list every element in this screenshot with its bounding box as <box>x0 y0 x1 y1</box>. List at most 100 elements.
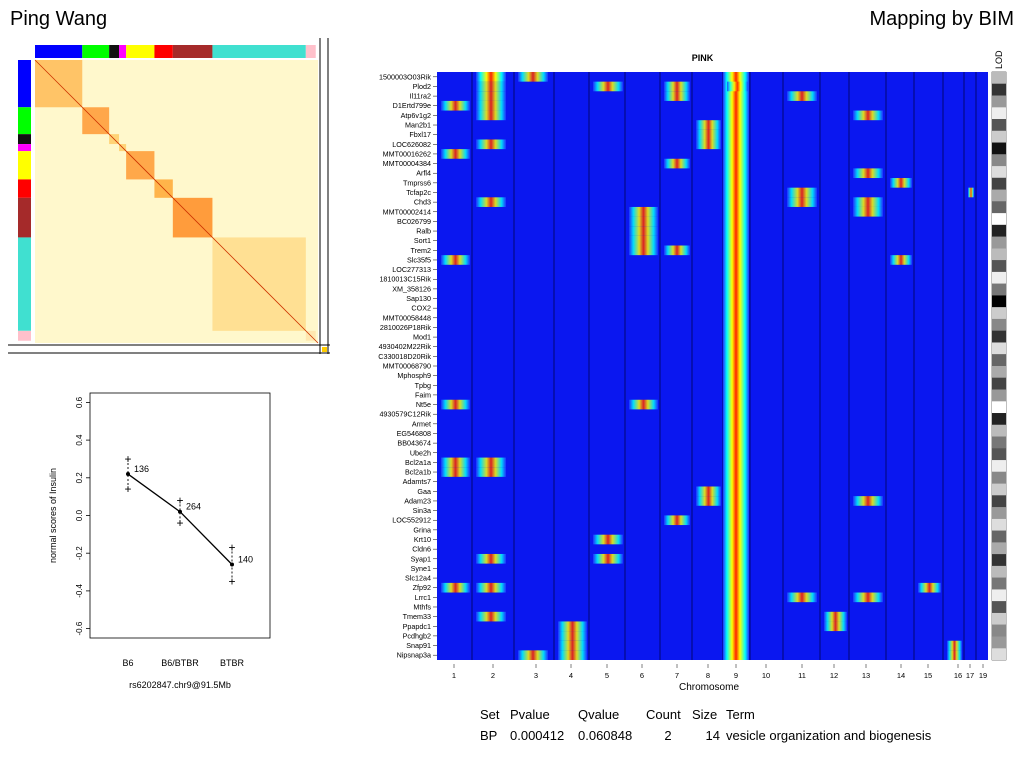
chromosome-label: 19 <box>979 671 987 680</box>
gene-label: 2810026P18Rik <box>380 323 432 332</box>
chromosome-label: 1 <box>452 671 456 680</box>
lod-hotspot <box>558 621 587 632</box>
lod-hotspot <box>441 467 470 477</box>
lod-scale-cell <box>992 189 1006 202</box>
gene-label: Krt10 <box>414 535 431 544</box>
lod-scale-cell <box>992 236 1006 249</box>
lod-hotspot <box>696 496 721 506</box>
lod-scale-cell <box>992 612 1006 625</box>
chromosome-label: 9 <box>734 671 738 680</box>
lod-scale-cell <box>992 318 1006 331</box>
go-cell-pvalue: 0.000412 <box>510 728 565 743</box>
lod-scale-cell <box>992 142 1006 155</box>
gene-label: Chd3 <box>414 198 431 207</box>
gene-label: MMT00002414 <box>383 207 431 216</box>
module-color-bar-top <box>82 45 110 58</box>
lod-scale-cell <box>992 648 1006 660</box>
go-col-term: Term <box>726 707 755 722</box>
module-color-bar-left <box>18 330 31 341</box>
lod-scale-cell <box>992 636 1006 649</box>
gene-label: Adam23 <box>404 496 431 505</box>
gene-label: LOC552912 <box>392 516 431 525</box>
chromosome-label: 10 <box>762 671 770 680</box>
gene-label: Trem2 <box>411 246 432 255</box>
gene-label: MMT00004384 <box>383 159 431 168</box>
lod-scale-cell <box>992 448 1006 461</box>
gene-label: Ppapdc1 <box>403 622 431 631</box>
gene-label: Bcl2a1a <box>405 458 431 467</box>
lod-hotspot <box>947 650 962 660</box>
count-label: 140 <box>238 555 253 565</box>
lod-scale-label: LOD <box>994 50 1004 69</box>
gene-label: Bcl2a1b <box>405 468 431 477</box>
lod-hotspot <box>476 553 506 564</box>
gene-label: MMT00068790 <box>383 362 431 371</box>
gene-label: COX2 <box>411 304 431 313</box>
lod-hotspot <box>890 255 912 265</box>
genotype-dot-plot: -0.6 -0.4 -0.2 0.0 0.2 0.4 0.6 normal scores of… <box>48 392 271 690</box>
lod-scale-cell <box>992 554 1006 566</box>
lod-scale-cell <box>992 507 1006 519</box>
lod-hotspot <box>853 168 883 179</box>
gene-label: 4930402M22Rik <box>379 342 432 351</box>
module-color-bar-left <box>18 179 31 198</box>
lod-scale-cell <box>992 330 1006 343</box>
lod-hotspot <box>853 496 883 506</box>
module-color-bar-top <box>154 45 173 58</box>
lod-hotspot <box>696 120 721 130</box>
chromosome-label: 5 <box>605 671 609 680</box>
gene-label: Mod1 <box>413 333 431 342</box>
lod-scale-cell <box>992 95 1006 108</box>
gene-label: Zfp92 <box>413 583 431 592</box>
gene-label: Tmprss6 <box>403 178 431 187</box>
lod-hotspot <box>441 149 470 159</box>
lod-scale-cell <box>992 377 1006 390</box>
lod-hotspot <box>824 621 847 632</box>
lod-hotspot <box>476 582 506 593</box>
lod-hotspot <box>664 515 690 526</box>
lod-hotspot <box>664 91 690 101</box>
error-cap: + <box>228 574 235 588</box>
lod-scale-cell <box>992 295 1006 308</box>
gene-label: Lrrc1 <box>415 593 431 602</box>
lod-scale-cell <box>992 307 1006 319</box>
gene-label: Armet <box>412 419 431 428</box>
gene-label: Pcdhgb2 <box>403 631 431 640</box>
go-table-header-row: Set Pvalue Qvalue Count Size Term <box>480 705 931 724</box>
chromosome-label: 16 <box>954 671 962 680</box>
gene-label: Arfl4 <box>416 169 431 178</box>
lod-hotspot <box>968 187 974 198</box>
mean-point <box>126 472 130 477</box>
gene-label: Gaa <box>417 487 431 496</box>
gene-label: Atp6v1g2 <box>401 111 431 120</box>
module-color-bar-left <box>18 144 31 152</box>
go-cell-set: BP <box>480 728 498 743</box>
chr9-peak-band <box>723 72 749 660</box>
lod-hotspot <box>518 650 548 660</box>
gene-label: Cldn6 <box>412 545 431 554</box>
lod-hotspot <box>629 245 658 256</box>
lod-hotspot <box>787 197 817 207</box>
error-cap: + <box>124 452 131 466</box>
x-axis-label: rs6202847.chr9@91.5Mb <box>129 680 231 690</box>
lod-scale-cell <box>992 271 1006 284</box>
lod-scale-cell <box>992 495 1006 508</box>
lod-hotspot <box>947 640 962 651</box>
lod-scale-cell <box>992 401 1006 414</box>
heatmap-background <box>437 72 988 660</box>
lod-hotspot <box>441 457 470 468</box>
lod-scale-cell <box>992 460 1006 472</box>
gene-label: 4930579C12Rik <box>379 410 431 419</box>
y-tick-label: 0.6 <box>75 396 84 408</box>
lod-scale-cell <box>992 413 1006 425</box>
gene-label: Mphosph9 <box>397 371 431 380</box>
lod-hotspot <box>441 100 470 111</box>
go-enrichment-table: Set Pvalue Qvalue Count Size Term BP 0.0… <box>478 703 933 747</box>
gene-label: Mthfs <box>413 602 431 611</box>
lod-scale-cell <box>992 565 1006 578</box>
chromosome-label: 2 <box>491 671 495 680</box>
lod-heatmap: PINK1500003O03RikPlod2Il11ra2D1Ertd799eA… <box>378 50 1007 693</box>
gene-label: LOC626082 <box>392 140 431 149</box>
module-color-bar-left <box>18 151 31 180</box>
module-color-bar-top <box>172 45 213 58</box>
